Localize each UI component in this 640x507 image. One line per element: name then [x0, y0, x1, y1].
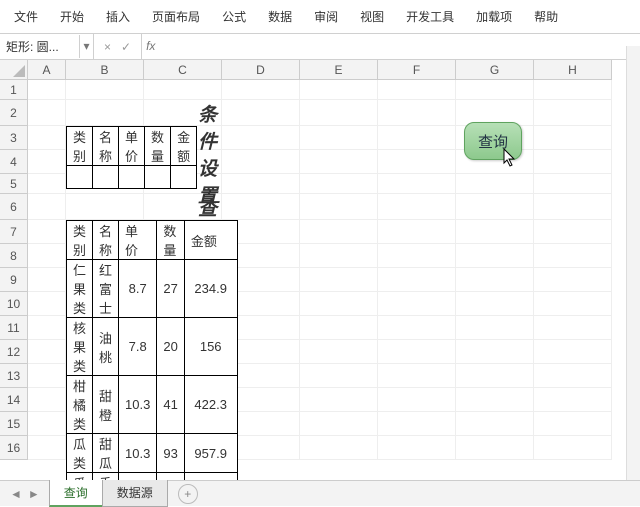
results-cell: 瓜类: [67, 434, 93, 473]
results-cell: 957.9: [184, 434, 237, 473]
query-button-label: 查询: [478, 131, 508, 152]
results-cell: 20: [157, 318, 184, 376]
row-header[interactable]: 3: [0, 126, 28, 150]
menu-item-1[interactable]: 开始: [50, 4, 94, 29]
row-header[interactable]: 7: [0, 220, 28, 244]
conditions-value-cell[interactable]: [67, 166, 93, 189]
menubar: 文件开始插入页面布局公式数据审阅视图开发工具加载项帮助: [0, 0, 640, 34]
table-row[interactable]: 瓜类甜瓜10.393957.9: [67, 434, 238, 473]
conditions-value-cell[interactable]: [171, 166, 197, 189]
name-box-dropdown[interactable]: ▾: [80, 34, 94, 59]
name-box[interactable]: 矩形: 圆...: [0, 35, 80, 58]
row-header[interactable]: 5: [0, 174, 28, 194]
formula-input[interactable]: [159, 34, 640, 59]
conditions-header-cell[interactable]: 类别: [67, 127, 93, 166]
results-cell: 7.8: [119, 318, 157, 376]
tab-nav-prev-icon[interactable]: ◄: [10, 487, 22, 501]
conditions-value-cell[interactable]: [145, 166, 171, 189]
results-cell: 8.7: [119, 260, 157, 318]
results-cell: 核果类: [67, 318, 93, 376]
row-header[interactable]: 16: [0, 436, 28, 460]
conditions-header-cell[interactable]: 金额: [171, 127, 197, 166]
results-header-cell[interactable]: 名称: [93, 221, 119, 260]
add-sheet-button[interactable]: +: [178, 484, 198, 504]
results-cell: 93: [157, 434, 184, 473]
results-cell: 仁果类: [67, 260, 93, 318]
vertical-scrollbar[interactable]: [626, 46, 640, 480]
conditions-header-cell[interactable]: 名称: [93, 127, 119, 166]
results-cell: 10.3: [119, 434, 157, 473]
results-cell: 156: [184, 318, 237, 376]
menu-item-9[interactable]: 加载项: [466, 4, 522, 29]
row-header[interactable]: 14: [0, 388, 28, 412]
fx-icon[interactable]: fx: [141, 34, 159, 59]
row-headers: 12345678910111213141516: [0, 80, 28, 460]
formula-bar-row: 矩形: 圆... ▾ × ✓ fx: [0, 34, 640, 60]
menu-item-3[interactable]: 页面布局: [142, 4, 210, 29]
results-header-cell[interactable]: 金额: [184, 221, 237, 260]
results-cell: 甜橙: [93, 376, 119, 434]
column-header[interactable]: G: [456, 60, 534, 80]
row-header[interactable]: 1: [0, 80, 28, 100]
results-cell: 41: [157, 376, 184, 434]
sheet-tab[interactable]: 数据源: [102, 480, 168, 507]
column-header[interactable]: H: [534, 60, 612, 80]
sheet-tab-bar: ◄ ► 查询数据源 +: [0, 480, 640, 506]
row-header[interactable]: 11: [0, 316, 28, 340]
table-row[interactable]: 核果类油桃7.820156: [67, 318, 238, 376]
select-all-button[interactable]: [0, 60, 28, 80]
menu-item-6[interactable]: 审阅: [304, 4, 348, 29]
row-header[interactable]: 6: [0, 194, 28, 220]
results-cell: 甜瓜: [93, 434, 119, 473]
conditions-value-cell[interactable]: [119, 166, 145, 189]
row-header[interactable]: 12: [0, 340, 28, 364]
table-row[interactable]: 柑橘类甜橙10.341422.3: [67, 376, 238, 434]
conditions-table: 类别名称单价数量金额: [66, 126, 197, 189]
menu-item-0[interactable]: 文件: [4, 4, 48, 29]
results-cell: 柑橘类: [67, 376, 93, 434]
results-cell: 234.9: [184, 260, 237, 318]
column-header[interactable]: C: [144, 60, 222, 80]
results-cell: 油桃: [93, 318, 119, 376]
tab-nav-next-icon[interactable]: ►: [28, 487, 40, 501]
column-headers: ABCDEFGH: [28, 60, 612, 80]
results-table: 类别名称单价数量金额 仁果类红富士8.727234.9核果类油桃7.820156…: [66, 220, 238, 486]
row-header[interactable]: 8: [0, 244, 28, 268]
menu-item-4[interactable]: 公式: [212, 4, 256, 29]
row-header[interactable]: 15: [0, 412, 28, 436]
menu-item-8[interactable]: 开发工具: [396, 4, 464, 29]
column-header[interactable]: A: [28, 60, 66, 80]
results-header-cell[interactable]: 数量: [157, 221, 184, 260]
menu-item-5[interactable]: 数据: [258, 4, 302, 29]
results-cell: 422.3: [184, 376, 237, 434]
column-header[interactable]: D: [222, 60, 300, 80]
conditions-title: 条件设置: [198, 100, 217, 208]
menu-item-10[interactable]: 帮助: [524, 4, 568, 29]
table-row[interactable]: 仁果类红富士8.727234.9: [67, 260, 238, 318]
column-header[interactable]: B: [66, 60, 144, 80]
query-button[interactable]: 查询: [464, 122, 522, 160]
row-header[interactable]: 2: [0, 100, 28, 126]
conditions-value-cell[interactable]: [93, 166, 119, 189]
sheet-tab[interactable]: 查询: [49, 480, 103, 507]
results-header-cell[interactable]: 单价: [119, 221, 157, 260]
formula-cancel-icon[interactable]: ×: [104, 40, 111, 54]
row-header[interactable]: 4: [0, 150, 28, 174]
formula-confirm-icon[interactable]: ✓: [121, 40, 131, 54]
conditions-header-cell[interactable]: 数量: [145, 127, 171, 166]
row-header[interactable]: 10: [0, 292, 28, 316]
column-header[interactable]: E: [300, 60, 378, 80]
results-cell: 10.3: [119, 376, 157, 434]
results-header-cell[interactable]: 类别: [67, 221, 93, 260]
menu-item-2[interactable]: 插入: [96, 4, 140, 29]
row-header[interactable]: 9: [0, 268, 28, 292]
results-cell: 27: [157, 260, 184, 318]
row-header[interactable]: 13: [0, 364, 28, 388]
column-header[interactable]: F: [378, 60, 456, 80]
spreadsheet-grid: ABCDEFGH 12345678910111213141516 条件设置 类别…: [0, 60, 640, 486]
conditions-header-cell[interactable]: 单价: [119, 127, 145, 166]
menu-item-7[interactable]: 视图: [350, 4, 394, 29]
results-cell: 红富士: [93, 260, 119, 318]
